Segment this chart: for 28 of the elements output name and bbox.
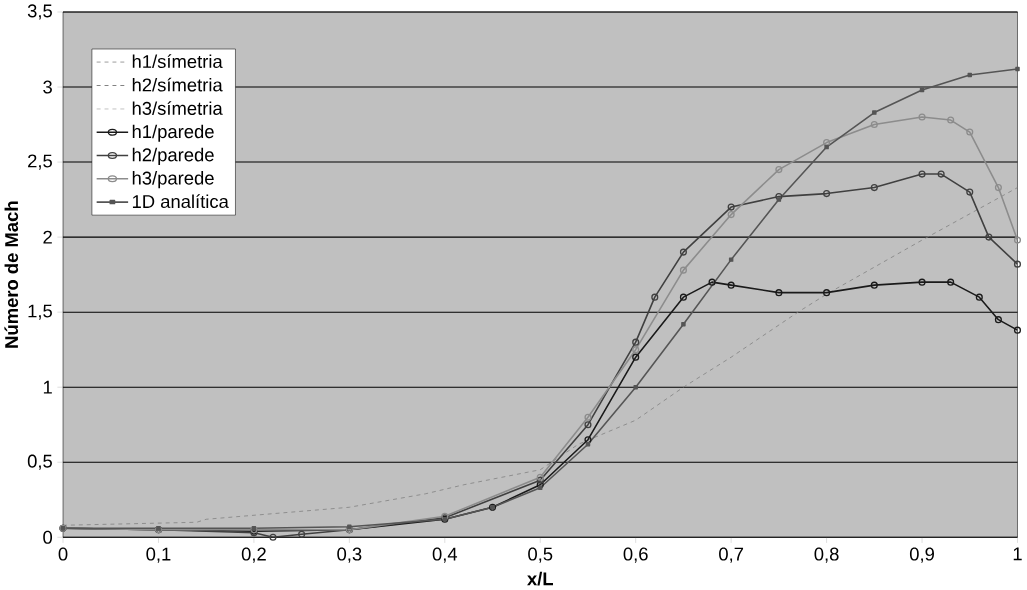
y-tick-label: 3,5 xyxy=(27,4,52,20)
legend-label: h1/parede xyxy=(132,124,214,142)
y-tick-label: 0,5 xyxy=(27,454,52,470)
x-tick-label: 0 xyxy=(58,547,68,561)
x-tick-label: 0,3 xyxy=(337,547,362,563)
y-tick-label: 1 xyxy=(43,380,52,394)
y-tick-label: 1,5 xyxy=(28,304,52,320)
x-tick-label: 0,5 xyxy=(528,547,553,563)
y-axis-title: Número de Mach xyxy=(4,201,19,348)
legend-label: h2/símetria xyxy=(132,77,223,92)
legend-label: h3/símetria xyxy=(132,101,223,115)
x-tick-label: 0,6 xyxy=(623,547,648,563)
x-tick-label: 0,9 xyxy=(909,547,934,563)
legend-label: h2/parede xyxy=(132,147,214,166)
legend-label: h1/símetria xyxy=(132,54,223,69)
y-tick-label: 3 xyxy=(43,80,52,94)
legend-label: 1D analítica xyxy=(132,194,229,209)
legend-label: h3/parede xyxy=(132,171,214,189)
y-tick-label: 2 xyxy=(43,230,52,244)
x-axis-title: x/L xyxy=(527,571,554,586)
x-tick-label: 0,1 xyxy=(146,547,171,563)
x-tick-label: 1 xyxy=(1013,547,1022,561)
x-tick-label: 0,8 xyxy=(814,547,839,563)
y-tick-label: 2,5 xyxy=(28,154,52,170)
x-tick-label: 0,4 xyxy=(432,547,458,563)
x-tick-label: 0,7 xyxy=(719,547,744,563)
x-tick-label: 0,2 xyxy=(241,547,266,563)
y-tick-label: 0 xyxy=(43,530,53,544)
